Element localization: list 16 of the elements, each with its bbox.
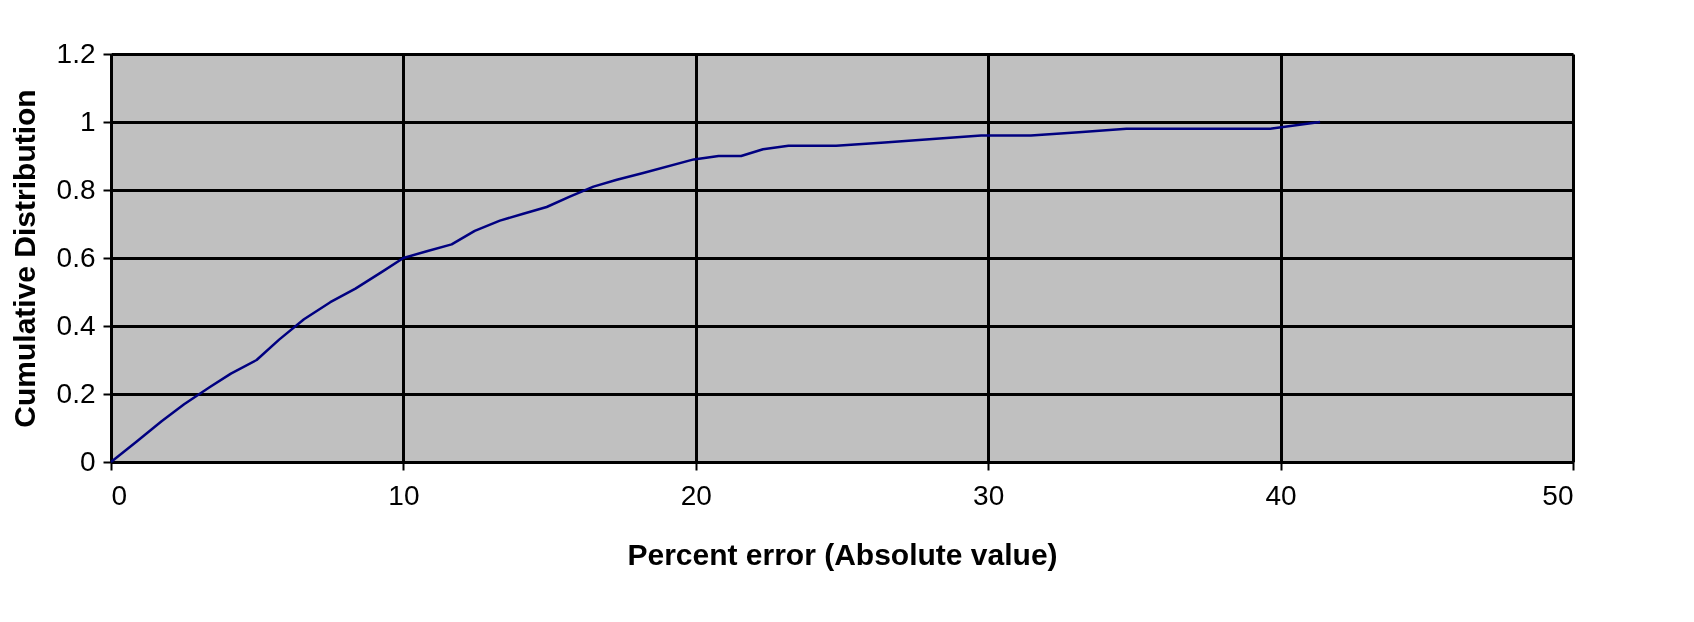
y-tick-label: 0.6 [56, 241, 96, 273]
y-tick-label: 1 [79, 105, 96, 137]
y-axis-title: Cumulative Distribution [7, 89, 41, 428]
x-tick-label: 10 [388, 479, 420, 511]
x-tick-label: 0 [111, 479, 128, 511]
y-tick-label: 0 [79, 445, 96, 477]
y-tick-label: 0.2 [56, 377, 96, 409]
y-tick-label: 1.2 [56, 37, 96, 69]
y-tick-label: 0.8 [56, 173, 96, 205]
x-tick-label: 30 [973, 479, 1005, 511]
y-tick-label: 0.4 [56, 309, 96, 341]
line-series [109, 120, 1322, 464]
x-tick-label: 50 [1542, 479, 1574, 511]
x-axis-title: Percent error (Absolute value) [627, 537, 1058, 571]
x-tick-label: 40 [1265, 479, 1297, 511]
x-tick-label: 20 [680, 479, 712, 511]
